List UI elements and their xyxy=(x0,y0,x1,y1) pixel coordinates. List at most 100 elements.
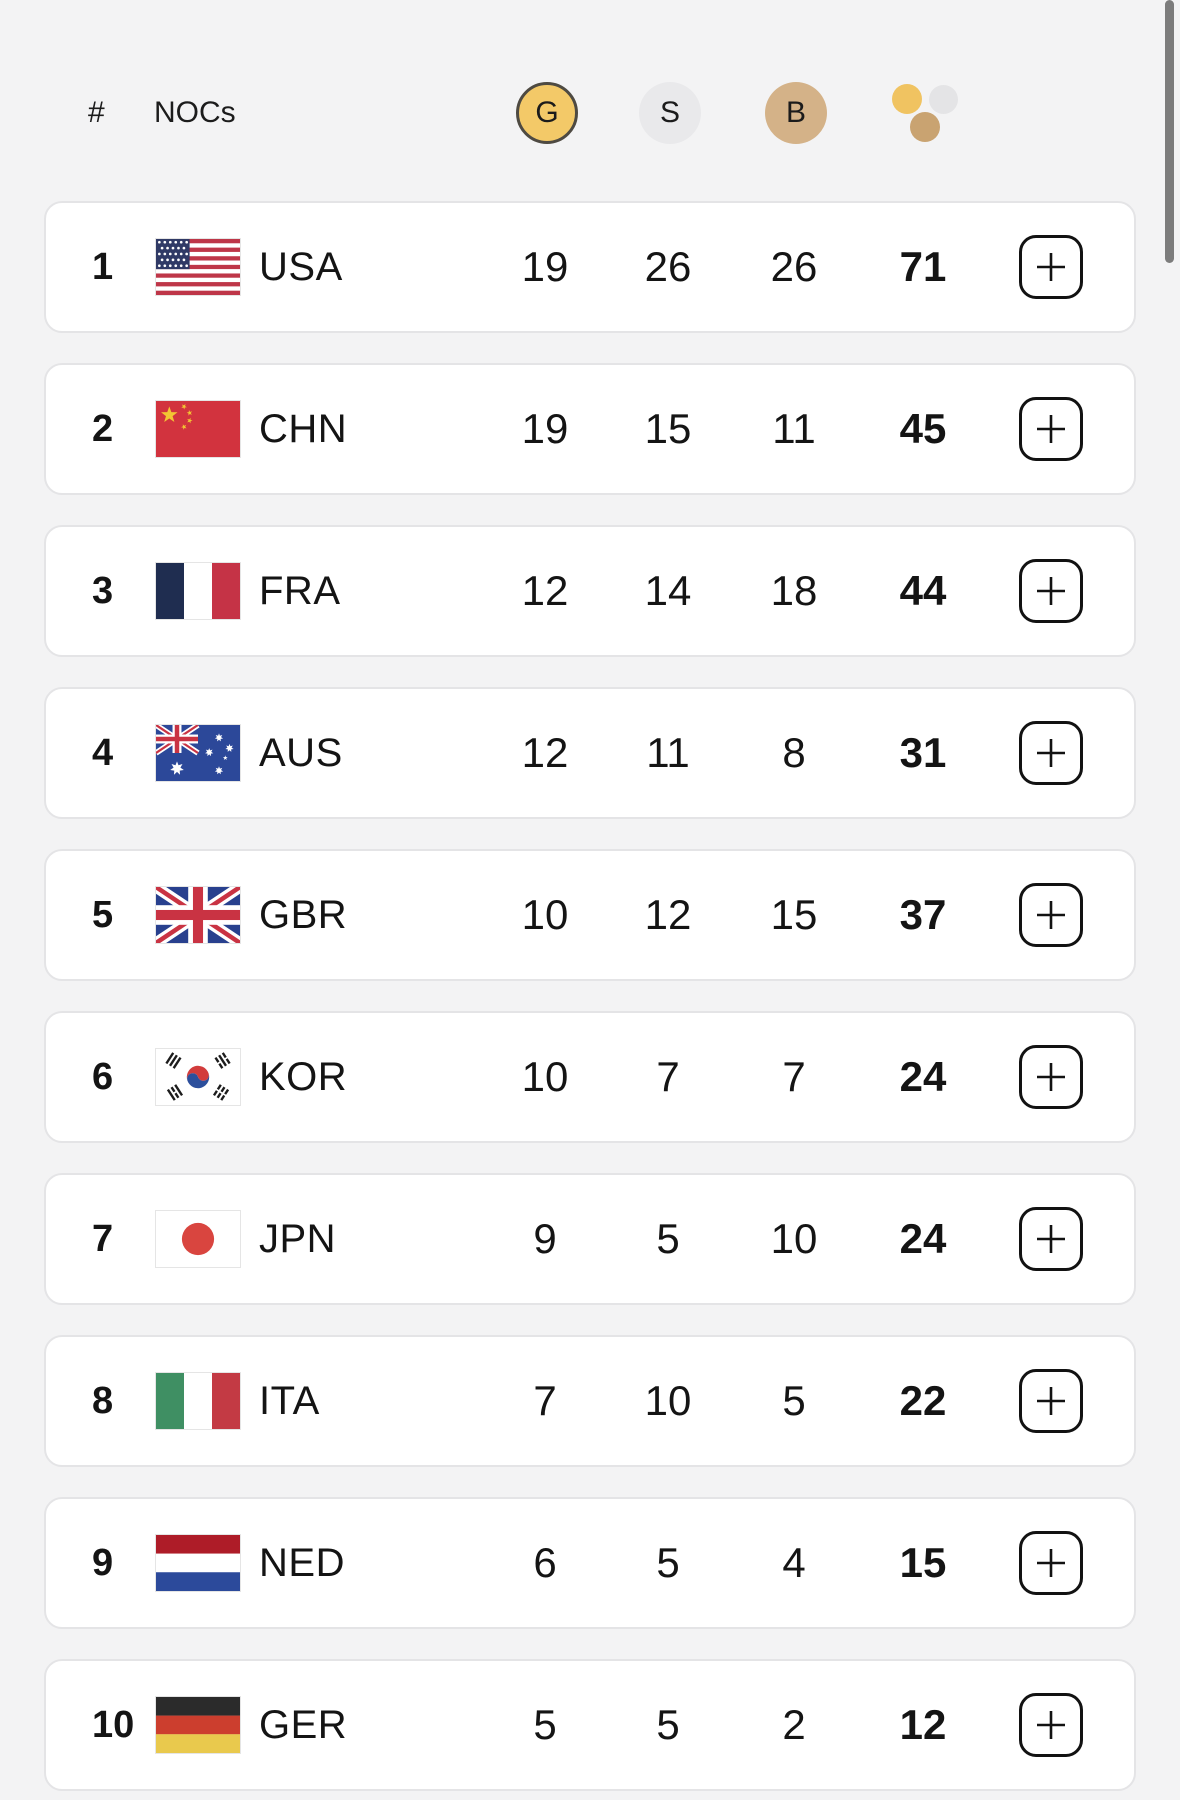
table-row[interactable]: 3 FRA 12 14 18 44 xyxy=(44,525,1136,657)
total-count: 45 xyxy=(899,405,947,452)
plus-icon xyxy=(1034,250,1068,284)
total-count: 22 xyxy=(899,1377,947,1424)
silver-count: 10 xyxy=(644,1377,692,1424)
silver-count: 11 xyxy=(646,729,690,776)
bronze-count: 18 xyxy=(770,567,818,614)
gold-count: 12 xyxy=(521,567,569,614)
noc-flag-icon xyxy=(155,1534,241,1592)
noc-code: KOR xyxy=(259,1054,348,1099)
gold-count: 10 xyxy=(521,1053,569,1100)
rank-column-header: # xyxy=(88,96,105,129)
noc-flag-icon xyxy=(155,400,241,458)
gold-letter: G xyxy=(535,96,559,129)
silver-dot-icon xyxy=(929,85,958,114)
table-row[interactable]: 4 AUS 12 11 8 31 xyxy=(44,687,1136,819)
expand-row-button[interactable] xyxy=(1019,1369,1083,1433)
expand-row-button[interactable] xyxy=(1019,883,1083,947)
table-row[interactable]: 2 CHN 19 15 11 45 xyxy=(44,363,1136,495)
rank-value: 3 xyxy=(92,569,114,612)
total-count: 12 xyxy=(899,1701,947,1748)
plus-icon xyxy=(1034,1384,1068,1418)
rank-value: 1 xyxy=(92,245,114,288)
noc-code: FRA xyxy=(259,568,341,613)
silver-letter: S xyxy=(659,96,680,129)
bronze-column-header[interactable]: B xyxy=(765,82,827,144)
expand-row-button[interactable] xyxy=(1019,1531,1083,1595)
silver-count: 26 xyxy=(644,243,692,290)
bronze-count: 8 xyxy=(782,729,806,776)
expand-row-button[interactable] xyxy=(1019,721,1083,785)
rank-value: 8 xyxy=(92,1379,114,1422)
gold-count: 6 xyxy=(533,1539,557,1586)
noc-flag-icon xyxy=(155,886,241,944)
expand-row-button[interactable] xyxy=(1019,235,1083,299)
bronze-count: 26 xyxy=(770,243,818,290)
noc-flag-icon xyxy=(155,1210,241,1268)
table-row[interactable]: 9 NED 6 5 4 15 xyxy=(44,1497,1136,1629)
rank-value: 7 xyxy=(92,1217,114,1260)
table-row[interactable]: 6 KOR 10 7 7 24 xyxy=(44,1011,1136,1143)
plus-icon xyxy=(1034,1708,1068,1742)
noc-flag-icon xyxy=(155,1696,241,1754)
expand-row-button[interactable] xyxy=(1019,1045,1083,1109)
rank-value: 9 xyxy=(92,1541,114,1584)
silver-column-header[interactable]: S xyxy=(639,82,701,144)
table-row[interactable]: 5 GBR 10 12 15 37 xyxy=(44,849,1136,981)
noc-code: GER xyxy=(259,1702,348,1747)
nocs-column-header: NOCs xyxy=(154,96,236,129)
noc-code: NED xyxy=(259,1540,345,1585)
silver-count: 5 xyxy=(656,1215,680,1262)
expand-row-button[interactable] xyxy=(1019,397,1083,461)
gold-count: 12 xyxy=(521,729,569,776)
gold-count: 7 xyxy=(533,1377,557,1424)
total-count: 37 xyxy=(899,891,947,938)
noc-code: ITA xyxy=(259,1378,320,1423)
noc-flag-icon xyxy=(155,1048,241,1106)
total-count: 24 xyxy=(899,1215,947,1262)
bronze-dot-icon xyxy=(910,112,940,142)
gold-column-header[interactable]: G xyxy=(516,82,578,144)
silver-count: 12 xyxy=(644,891,692,938)
bronze-letter: B xyxy=(785,96,806,129)
total-count: 71 xyxy=(899,243,947,290)
gold-count: 10 xyxy=(521,891,569,938)
total-count: 24 xyxy=(899,1053,947,1100)
noc-flag-icon xyxy=(155,238,241,296)
plus-icon xyxy=(1034,574,1068,608)
rank-value: 4 xyxy=(92,731,114,774)
noc-code: USA xyxy=(259,244,343,289)
bronze-count: 2 xyxy=(782,1701,806,1748)
noc-code: JPN xyxy=(259,1216,337,1261)
expand-row-button[interactable] xyxy=(1019,1693,1083,1757)
table-row[interactable]: 7 JPN 9 5 10 24 xyxy=(44,1173,1136,1305)
expand-row-button[interactable] xyxy=(1019,559,1083,623)
bronze-count: 7 xyxy=(782,1053,806,1100)
table-row[interactable]: 10 GER 5 5 2 12 xyxy=(44,1659,1136,1791)
total-count: 44 xyxy=(899,567,947,614)
table-row[interactable]: 8 ITA 7 10 5 22 xyxy=(44,1335,1136,1467)
silver-count: 7 xyxy=(656,1053,680,1100)
expand-row-button[interactable] xyxy=(1019,1207,1083,1271)
rank-value: 5 xyxy=(92,893,114,936)
rank-value: 6 xyxy=(92,1055,114,1098)
noc-flag-icon xyxy=(155,1372,241,1430)
gold-dot-icon xyxy=(892,84,922,114)
noc-code: GBR xyxy=(259,892,348,937)
plus-icon xyxy=(1034,736,1068,770)
total-medals-icon[interactable] xyxy=(892,84,958,142)
plus-icon xyxy=(1034,898,1068,932)
bronze-count: 4 xyxy=(782,1539,806,1586)
medal-table: 1 USA 19 26 26 71 2 CHN 19 15 11 45 xyxy=(44,201,1136,1791)
bronze-count: 15 xyxy=(770,891,818,938)
scrollbar-thumb[interactable] xyxy=(1165,0,1174,263)
silver-count: 5 xyxy=(656,1701,680,1748)
table-row[interactable]: 1 USA 19 26 26 71 xyxy=(44,201,1136,333)
total-count: 15 xyxy=(899,1539,947,1586)
gold-count: 19 xyxy=(521,405,569,452)
silver-count: 5 xyxy=(656,1539,680,1586)
silver-count: 15 xyxy=(644,405,692,452)
medal-table-header: # NOCs G S B xyxy=(44,81,1136,145)
plus-icon xyxy=(1034,1222,1068,1256)
noc-code: AUS xyxy=(259,730,343,775)
